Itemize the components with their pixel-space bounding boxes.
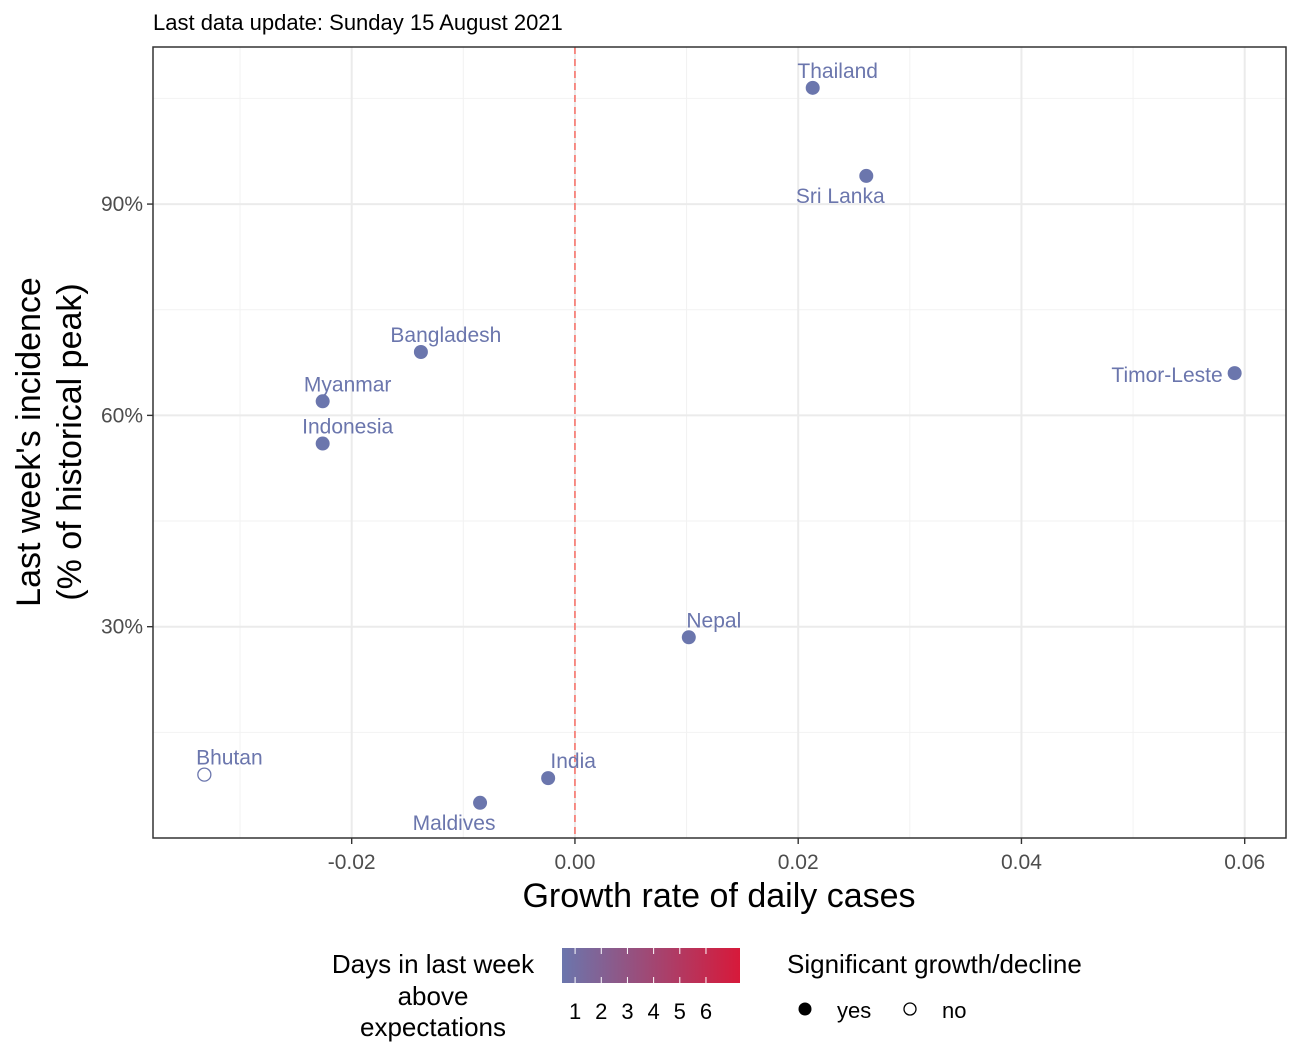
- minor-gridlines: [153, 47, 1286, 838]
- plot-border: [152, 46, 1287, 839]
- y-tick-label: 60%: [101, 404, 143, 427]
- data-point: [859, 168, 874, 183]
- x-axis-title: Growth rate of daily cases: [522, 877, 915, 915]
- color-scale-label: 5: [674, 999, 686, 1024]
- shape-legend-title: Significant growth/decline: [787, 949, 1082, 979]
- color-scale-label: 6: [700, 999, 712, 1024]
- color-legend-title-line3: expectations: [360, 1012, 506, 1042]
- x-tick-label: 0.02: [778, 851, 819, 874]
- major-gridlines: [153, 47, 1286, 838]
- color-legend-title-line1: Days in last week: [332, 949, 535, 979]
- shape-legend-open-symbol: [903, 1002, 917, 1016]
- y-axis-title-line1: Last week's incidence: [10, 277, 48, 607]
- data-point: [315, 436, 330, 451]
- data-point: [413, 344, 428, 359]
- data-point: [315, 394, 330, 409]
- color-scale-label: 2: [595, 999, 607, 1024]
- color-scale-label: 3: [621, 999, 633, 1024]
- y-axis-title: Last week's incidence (% of historical p…: [10, 277, 89, 607]
- data-point: [197, 767, 212, 782]
- shape-legend-items: yes no: [798, 998, 966, 1023]
- point-label: Nepal: [686, 609, 741, 632]
- point-labels: Thailand Sri Lanka Bangladesh Timor-Leste My…: [196, 60, 1223, 835]
- color-scale-label: 1: [569, 999, 581, 1024]
- point-label: Bangladesh: [390, 324, 501, 347]
- plot-panel: Thailand Sri Lanka Bangladesh Timor-Leste My…: [152, 46, 1287, 839]
- last-update-subtitle: Last data update: Sunday 15 August 2021: [153, 10, 563, 35]
- point-label: Timor-Leste: [1111, 364, 1222, 387]
- shape-legend-label: no: [942, 998, 966, 1023]
- x-axis: -0.02 0.00 0.02 0.04 0.06: [328, 838, 1265, 874]
- point-label: Myanmar: [304, 373, 392, 396]
- point-label: Sri Lanka: [796, 185, 885, 208]
- shape-legend-label: yes: [837, 998, 871, 1023]
- data-point: [805, 80, 820, 95]
- shape-legend-filled-symbol: [798, 1002, 812, 1016]
- point-label: Bhutan: [196, 747, 263, 770]
- y-tick-label: 30%: [101, 616, 143, 639]
- color-scale-label: 4: [647, 999, 659, 1024]
- data-point: [541, 771, 556, 786]
- x-tick-label: 0.00: [555, 851, 596, 874]
- x-tick-label: -0.02: [328, 851, 376, 874]
- point-label: Thailand: [797, 60, 878, 83]
- data-point: [681, 630, 696, 645]
- x-tick-label: 0.06: [1224, 851, 1265, 874]
- color-scale-bar: [562, 948, 740, 983]
- color-scale-ticks: [574, 948, 707, 983]
- data-point: [1227, 366, 1242, 381]
- point-label: India: [550, 750, 596, 773]
- point-label: Indonesia: [302, 416, 393, 439]
- point-label: Maldives: [413, 812, 496, 835]
- data-point: [473, 795, 488, 810]
- y-tick-label: 90%: [101, 193, 143, 216]
- y-axis: 30% 60% 90%: [101, 193, 153, 639]
- x-tick-label: 0.04: [1001, 851, 1042, 874]
- color-legend-title-line2: above: [398, 981, 469, 1011]
- plot-background: [153, 47, 1286, 838]
- y-axis-title-line2: (% of historical peak): [51, 283, 89, 600]
- data-points: [197, 80, 1242, 810]
